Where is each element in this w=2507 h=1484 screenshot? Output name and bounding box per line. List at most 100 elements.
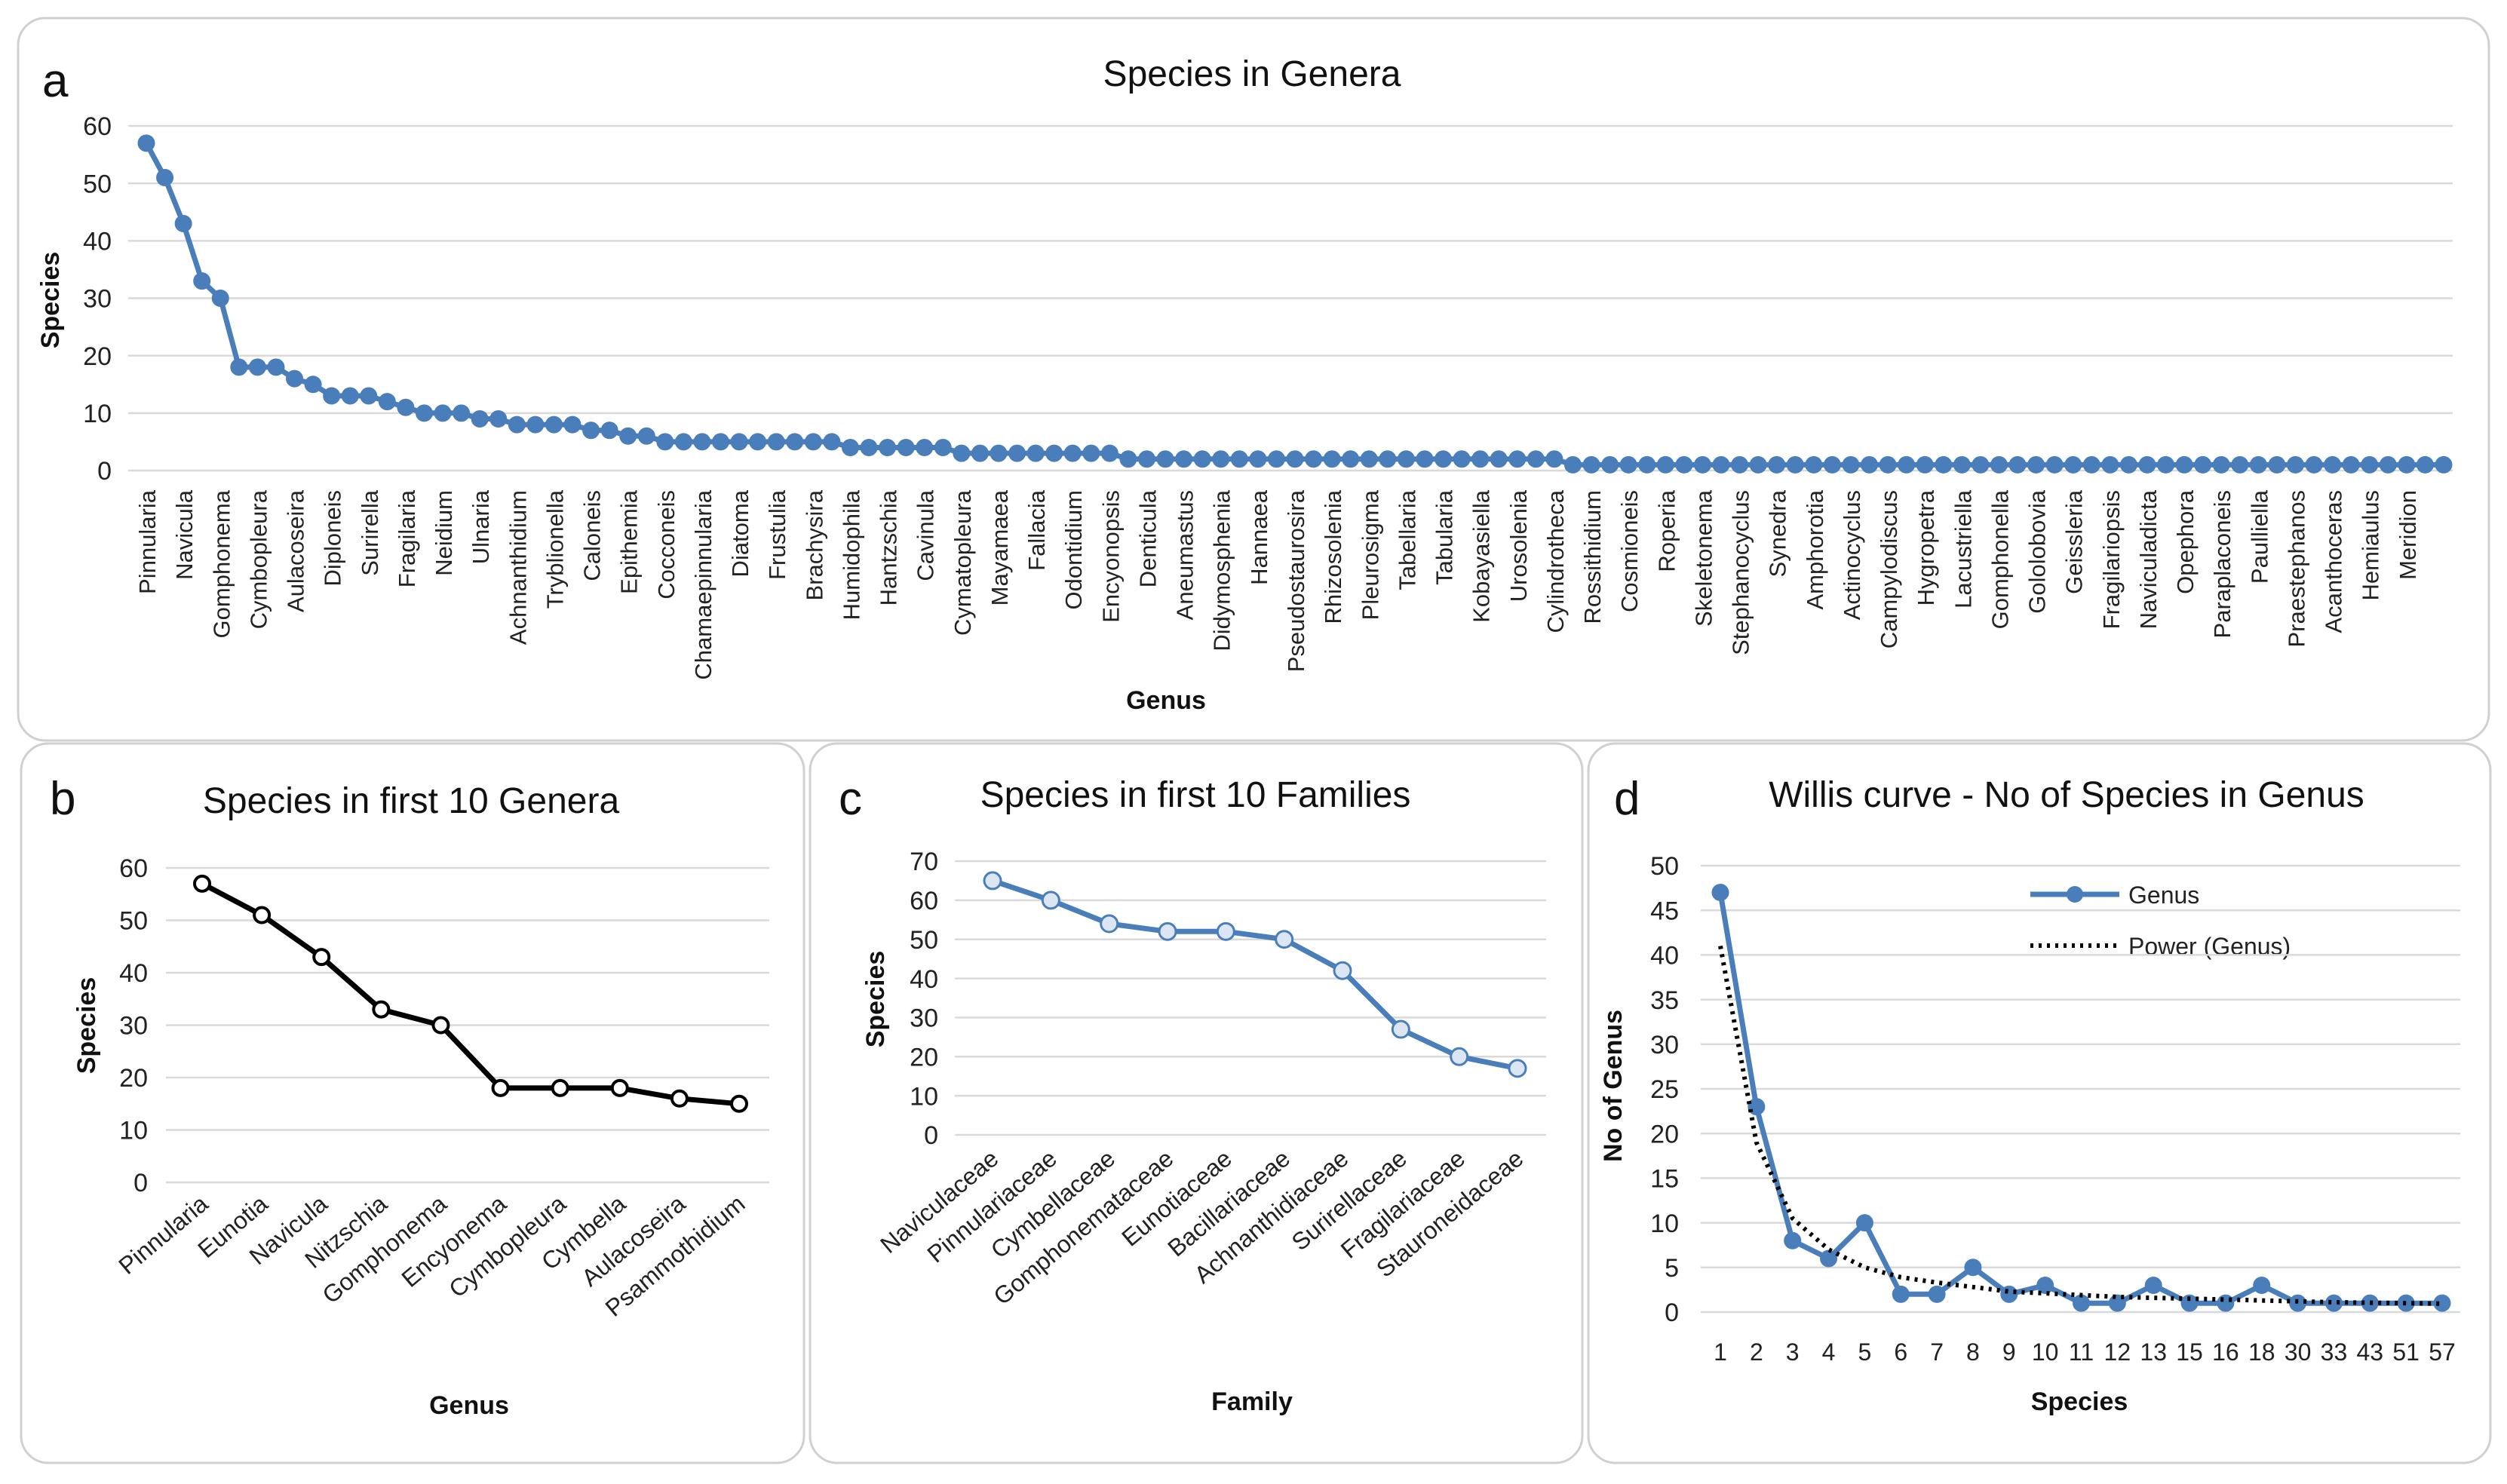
a-xtick-label: Didymosphenia [1209,489,1235,651]
c-ytick-label: 30 [910,1004,938,1033]
d-data-point [1855,1214,1873,1232]
d-data-point [1711,884,1729,902]
b-ytick-label: 50 [119,907,148,936]
a-data-point [434,404,452,422]
a-xtick-label: Pinnularia [134,489,161,594]
a-data-point [248,358,266,376]
d-xtick-label: 18 [2248,1338,2275,1366]
a-xtick-label: Chamaepinnularia [690,489,717,679]
plot-a: 0 10 20 30 40 50 60 Pinnularia Navicula Gomphonem… [83,112,2453,680]
a-data-point [730,433,748,451]
a-data-point [2324,455,2342,474]
a-data-point [582,422,600,440]
a-xtick-label: Gomphonema [208,489,235,638]
a-data-point [823,433,841,451]
a-data-point [2305,455,2323,474]
d-xtick-label: 8 [1966,1338,1980,1366]
a-data-point [2416,455,2434,474]
c-data-point [1100,914,1119,934]
a-data-point [860,439,878,457]
a-data-point [1953,455,1971,474]
d-ytick-label: 30 [1650,1031,1679,1059]
c-series-line-species [991,878,1518,1072]
a-data-point [2286,455,2304,474]
c-data-point [983,871,1002,891]
a-data-point [2361,455,2379,474]
a-data-point [1656,455,1674,474]
a-xtick-label: Rhizosolenia [1320,489,1346,624]
a-data-point [767,433,785,451]
a-xtick-label: Gomphonella [1987,489,2013,629]
b-ytick-label: 20 [119,1064,148,1093]
a-data-point [600,422,618,440]
a-xtick-label: Pleurosigma [1357,489,1383,620]
d-data-point [2036,1276,2054,1294]
a-data-point [1935,455,1953,474]
a-data-point [1063,444,1082,462]
a-data-point [1768,455,1786,474]
a-data-point [397,398,415,416]
a-data-point [508,415,526,434]
a-data-point [211,290,229,307]
a-xtick-label: Campylodiscus [1876,490,1902,648]
a-data-point [656,433,674,451]
a-data-point [323,387,341,405]
a-xtick-label: Skeletonema [1690,489,1717,627]
a-data-point [1898,455,1916,474]
a-xtick-label: Cocconeis [653,490,680,599]
a-data-point [1490,450,1508,468]
a-data-point [2045,455,2064,474]
a-data-point [360,387,378,405]
a-data-point [2082,455,2100,474]
a-data-point [1823,455,1841,474]
d-xtick-label: 7 [1930,1338,1944,1366]
a-data-point [2138,455,2156,474]
a-data-point [2175,455,2193,474]
a-data-point [934,439,952,457]
a-data-point [2101,455,2119,474]
a-xtick-label: Paraplaconeis [2209,490,2235,638]
a-data-point [341,387,359,405]
a-data-point [953,444,971,462]
b-data-point [431,1016,450,1035]
a-xtick-label: Fragilaria [394,489,420,587]
c-ytick-label: 70 [910,848,938,876]
d-ytick-label: 20 [1650,1120,1679,1148]
a-data-point [1397,450,1415,468]
c-data-point [1275,930,1294,949]
b-ytick-label: 40 [119,959,148,988]
a-data-point [1990,455,2008,474]
a-ytick-label: 10 [83,400,112,428]
a-data-point [1267,450,1285,468]
d-xtick-label: 4 [1822,1338,1836,1366]
a-data-point [415,404,433,422]
a-data-point [1563,455,1582,474]
a-data-point [1786,455,1804,474]
xlabel-c: Family [1211,1387,1293,1416]
a-xtick-label: Tabularia [1431,489,1458,585]
a-data-point [1249,450,1267,468]
a-data-point [1879,455,1897,474]
b-data-point [193,874,211,893]
a-data-point [1360,450,1378,468]
a-ytick-label: 30 [83,285,112,314]
a-data-point [193,272,211,290]
legend-d: Genus Power (Genus) [2030,882,2291,960]
a-data-point [1137,450,1155,468]
a-data-point [1805,455,1823,474]
a-data-point [1435,450,1453,468]
d-ytick-label: 0 [1665,1298,1679,1327]
a-data-point [2249,455,2267,474]
a-ytick-label: 50 [83,170,112,198]
panel-a-frame [17,17,2490,742]
b-data-point [312,948,331,967]
a-ytick-label: 40 [83,228,112,256]
a-xtick-label: Lacustriella [1950,489,1976,609]
b-data-point [491,1078,510,1097]
a-data-point [1638,455,1656,474]
xlabel-d: Species [2031,1387,2128,1416]
a-ytick-label: 60 [83,112,112,141]
b-data-point [730,1094,748,1113]
d-data-point [2180,1294,2199,1312]
a-data-point [2212,455,2230,474]
